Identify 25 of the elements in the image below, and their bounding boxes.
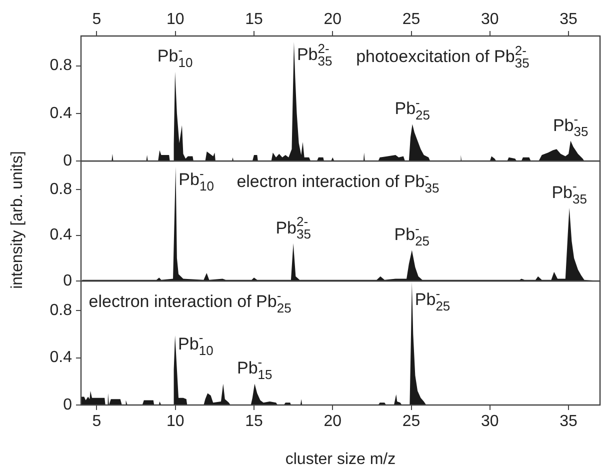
x-tick-label: 5 [92, 413, 102, 430]
x2-tick-label: 25 [402, 10, 420, 28]
x2-tick-label: 15 [245, 10, 263, 28]
y-tick-label: 0.8 [50, 302, 72, 319]
x2-tick-label: 5 [92, 10, 102, 28]
x-tick-label: 35 [560, 413, 578, 430]
y-tick-label: 0.4 [50, 226, 72, 244]
x2-tick-label: 30 [481, 10, 499, 28]
y-tick-label: 0.8 [50, 180, 72, 198]
y-tick-label: 0 [63, 152, 72, 170]
y-axis-title: intensity [arb. units] [9, 151, 27, 289]
x-tick-label: 10 [166, 413, 184, 430]
x-tick-label: 30 [481, 413, 499, 430]
x2-tick-label: 20 [324, 10, 342, 28]
x-tick-label: 15 [245, 413, 263, 430]
y-tick-label: 0.8 [50, 57, 72, 74]
x-tick-label: 20 [324, 413, 342, 430]
x2-tick-label: 35 [560, 10, 578, 28]
x2-tick-label: 10 [166, 10, 184, 28]
y-tick-label: 0.4 [50, 104, 72, 122]
x-axis-title: cluster size m/z [285, 450, 396, 468]
y-tick-label: 0 [63, 272, 72, 290]
y-tick-label: 0.4 [50, 349, 72, 366]
x-tick-label: 25 [402, 413, 420, 430]
y-tick-label: 0 [63, 396, 72, 414]
